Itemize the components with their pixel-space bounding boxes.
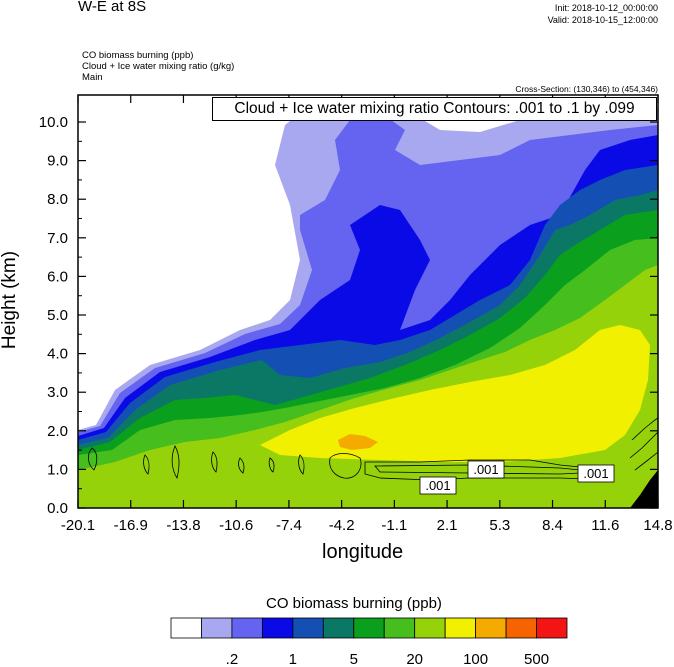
heatmap-field (78, 95, 658, 508)
y-tick-label: 2.0 (47, 423, 68, 440)
time-info: Init: 2018-10-12_00:00:00 Valid: 2018-10… (548, 2, 658, 26)
contour-label-3: .001 (583, 466, 608, 481)
x-tick-label: -4.2 (329, 517, 355, 534)
colorbar-swatch (322, 617, 355, 639)
y-tick-label: 9.0 (47, 153, 68, 170)
y-tick-label: 10.0 (39, 114, 68, 131)
x-axis-label: longitude (322, 541, 404, 563)
contour-line (268, 457, 275, 473)
colorbar-swatch (475, 617, 507, 639)
colorbar-swatch (201, 617, 233, 639)
contour-line (634, 451, 658, 471)
contour-label-1: .001 (425, 478, 450, 493)
colorbar-label: 20 (406, 651, 423, 667)
contour-line (143, 454, 150, 475)
x-tick-label: -20.1 (61, 517, 95, 534)
y-tick-label: 4.0 (47, 346, 68, 363)
contour-line (631, 417, 658, 441)
y-tick-label: 7.0 (47, 230, 68, 247)
contour-band-orange (338, 434, 378, 450)
field-cloud: Cloud + Ice water mixing ratio (g/kg) (82, 61, 235, 72)
plot-frame (77, 94, 659, 509)
contour-label-2: .001 (473, 462, 498, 477)
colorbar-label: 1 (289, 651, 297, 667)
contour-line (171, 445, 180, 480)
contour-line (88, 447, 98, 471)
y-axis-label: Height (km) (0, 250, 20, 350)
contour-label-box-2 (467, 460, 505, 479)
field-main: Main (82, 72, 103, 83)
colorbar-swatch (261, 617, 294, 639)
init-time: Init: 2018-10-12_00:00:00 (554, 3, 658, 13)
x-tick-label: -10.6 (219, 517, 253, 534)
field-description: CO biomass burning (ppb) Cloud + Ice wat… (82, 50, 234, 83)
field-co: CO biomass burning (ppb) (82, 50, 194, 61)
x-tick-label: -7.4 (276, 517, 302, 534)
terrain (630, 470, 658, 508)
colorbar-label: 5 (350, 651, 358, 667)
y-tick-label: 5.0 (47, 307, 68, 324)
x-tick-label: -13.8 (166, 517, 200, 534)
x-tick-label: 5.3 (489, 517, 510, 534)
colorbar-label: 100 (463, 651, 488, 667)
colorbar-swatch (414, 617, 446, 639)
y-tick-label: 0.0 (47, 500, 68, 517)
colorbar-swatch (444, 617, 477, 639)
colorbar-label: 500 (524, 651, 549, 667)
plot-title: W-E at 8S (78, 0, 147, 15)
y-tick-label: 3.0 (47, 384, 68, 401)
cross-section-info: Cross-Section: (130,346) to (454,346) (515, 84, 658, 94)
x-tick-label: 2.1 (437, 517, 458, 534)
contour-line (238, 457, 245, 474)
colorbar-label: .2 (226, 651, 239, 667)
contour-label-box-1 (419, 476, 457, 495)
contour-line (329, 453, 362, 479)
contour-band-yellow (260, 325, 650, 462)
x-tick-label: -1.1 (381, 517, 407, 534)
x-tick-label: 8.4 (542, 517, 563, 534)
colorbar-swatch (170, 617, 202, 639)
valid-time: Valid: 2018-10-15_12:00:00 (547, 15, 658, 25)
y-axis: 0.0 1.0 2.0 3.0 4.0 5.0 6.0 7.0 8.0 9.0 10.0 (39, 114, 658, 517)
y-tick-label: 1.0 (47, 461, 68, 478)
colorbar: .2 1 5 20 100 500 (170, 617, 568, 667)
y-tick-label: 6.0 (47, 268, 68, 285)
contour-line (298, 454, 305, 475)
colorbar-swatch (353, 617, 385, 639)
x-tick-label: -16.9 (114, 517, 148, 534)
contour-info-box: Cloud + Ice water mixing ratio Contours:… (212, 97, 657, 121)
y-tick-label: 8.0 (47, 191, 68, 208)
colorbar-swatch (383, 617, 416, 639)
colorbar-swatch (231, 617, 263, 639)
colorbar-title: CO biomass burning (ppb) (266, 595, 442, 612)
contour-label-box-3 (577, 464, 615, 483)
colorbar-swatch (536, 617, 568, 639)
x-tick-label: 14.8 (643, 517, 672, 534)
contour-line (211, 451, 218, 473)
x-tick-label: 11.6 (591, 517, 619, 534)
colorbar-swatch (505, 617, 537, 639)
contour-label-boxes: .001 .001 .001 (419, 460, 615, 495)
colorbar-swatch (292, 617, 324, 639)
contour-line (629, 431, 658, 459)
